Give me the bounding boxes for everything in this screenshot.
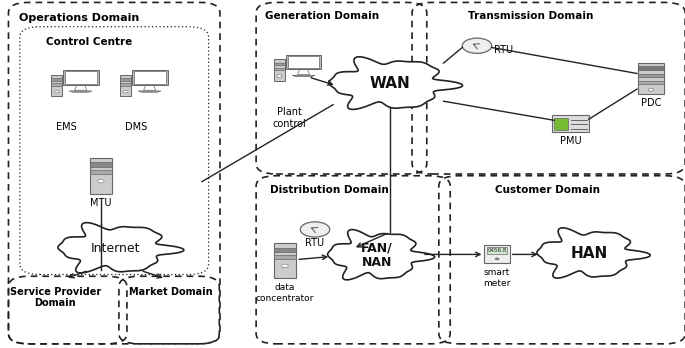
Text: smart
meter: smart meter	[484, 268, 511, 288]
Bar	[63, 70, 99, 85]
Bar	[51, 75, 62, 96]
Bar	[638, 74, 664, 77]
Text: HAN: HAN	[570, 246, 608, 261]
Circle shape	[462, 38, 492, 53]
Text: RTU: RTU	[306, 238, 325, 248]
Polygon shape	[327, 230, 435, 280]
Bar	[274, 248, 296, 252]
Text: PMU: PMU	[560, 136, 582, 146]
Bar	[90, 158, 112, 194]
Bar	[638, 81, 664, 84]
Text: Distribution Domain: Distribution Domain	[271, 185, 389, 195]
Text: Customer Domain: Customer Domain	[495, 185, 600, 195]
Bar	[120, 84, 132, 86]
Bar	[132, 70, 168, 85]
Circle shape	[123, 90, 128, 93]
Bar	[274, 59, 285, 81]
Bar	[274, 255, 296, 259]
Bar	[90, 170, 112, 174]
Circle shape	[282, 264, 288, 268]
Text: Plant
control: Plant control	[273, 107, 306, 129]
Bar	[274, 243, 296, 278]
Bar	[51, 78, 62, 81]
Text: DMS: DMS	[125, 122, 147, 132]
Bar	[134, 71, 166, 84]
Circle shape	[300, 222, 329, 237]
Polygon shape	[329, 57, 462, 109]
Text: EMS: EMS	[56, 122, 77, 132]
Polygon shape	[537, 228, 650, 278]
Text: PDC: PDC	[640, 98, 661, 108]
Text: Operations Domain: Operations Domain	[18, 13, 139, 23]
Text: Market Domain: Market Domain	[129, 287, 212, 296]
Bar	[484, 245, 510, 263]
Text: Transmission Domain: Transmission Domain	[468, 11, 593, 21]
Bar	[120, 75, 132, 96]
Text: Generation Domain: Generation Domain	[264, 11, 379, 21]
Bar	[286, 55, 321, 69]
Text: 0456.8: 0456.8	[488, 248, 507, 253]
Bar	[51, 84, 62, 86]
Text: Internet: Internet	[91, 242, 140, 255]
Bar	[274, 63, 285, 65]
Text: data
concentrator: data concentrator	[256, 283, 314, 302]
Text: Control Centre: Control Centre	[46, 37, 132, 47]
Bar	[638, 63, 664, 94]
Text: FAN/
NAN: FAN/ NAN	[361, 242, 393, 269]
Bar	[552, 116, 589, 132]
Bar	[274, 68, 285, 70]
Bar	[638, 66, 664, 70]
Circle shape	[648, 88, 653, 91]
Text: RTU: RTU	[494, 45, 513, 55]
Polygon shape	[58, 223, 184, 273]
Circle shape	[277, 75, 282, 77]
Text: WAN: WAN	[370, 76, 410, 92]
Bar	[90, 162, 112, 167]
Bar	[487, 247, 507, 254]
Text: MTU: MTU	[90, 198, 112, 208]
Circle shape	[97, 180, 104, 183]
Polygon shape	[138, 91, 161, 92]
Polygon shape	[292, 75, 315, 77]
Bar	[65, 71, 97, 84]
Bar	[288, 56, 319, 68]
Bar	[554, 118, 569, 130]
Circle shape	[495, 258, 499, 260]
Bar	[120, 78, 132, 81]
Text: Service Provider
Domain: Service Provider Domain	[10, 287, 101, 308]
Polygon shape	[69, 91, 92, 92]
Circle shape	[54, 90, 59, 93]
